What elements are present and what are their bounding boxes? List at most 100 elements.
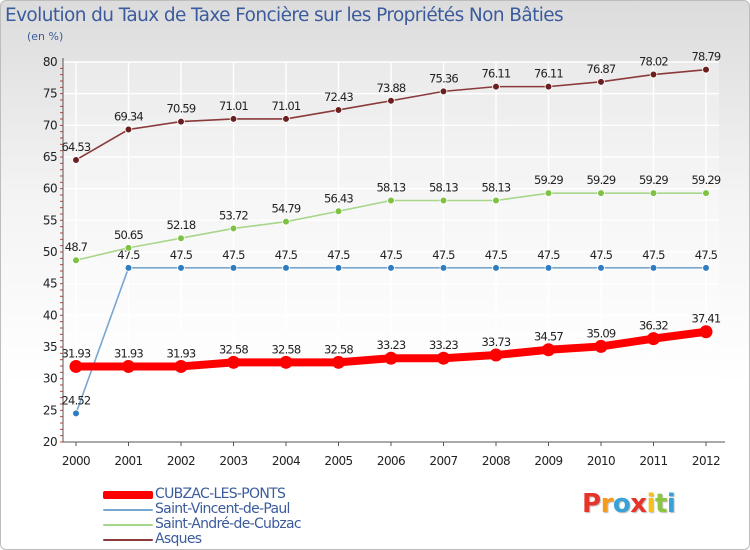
y-tick-label: 75 xyxy=(43,87,57,101)
legend-label: Saint-Vincent-de-Paul xyxy=(155,501,290,517)
x-tick-label: 2006 xyxy=(377,454,405,468)
y-tick-label: 70 xyxy=(43,118,57,132)
proxiti-logo: Proxiti xyxy=(582,489,676,519)
logo-letter: x xyxy=(630,489,647,519)
data-label: 52.18 xyxy=(167,218,196,232)
data-label: 48.7 xyxy=(65,240,88,254)
data-label: 71.01 xyxy=(272,99,301,113)
x-tick-label: 2003 xyxy=(219,454,247,468)
data-label: 69.34 xyxy=(114,110,143,124)
data-point xyxy=(282,115,290,123)
data-label: 78.02 xyxy=(639,55,668,69)
data-label: 47.5 xyxy=(537,248,560,262)
y-tick-label: 45 xyxy=(43,277,57,291)
legend-swatch xyxy=(103,524,153,526)
logo-letter: i xyxy=(666,489,676,519)
legend-swatch xyxy=(103,539,153,541)
data-point xyxy=(649,70,658,79)
data-point xyxy=(489,348,503,362)
data-label: 75.36 xyxy=(429,71,458,85)
data-point xyxy=(492,196,500,205)
data-label: 33.73 xyxy=(482,335,511,349)
data-point xyxy=(282,217,290,226)
legend-swatch xyxy=(103,491,153,499)
data-point xyxy=(177,117,185,126)
data-point xyxy=(649,189,658,197)
data-point xyxy=(492,264,500,272)
data-label: 32.58 xyxy=(324,342,353,356)
data-label: 76.87 xyxy=(587,62,616,76)
series-saint-vincent-de-paul: 24.52 47.5 47.5 47.5 47.5 47.5 47.5 47.5 47.5 47.… xyxy=(62,248,718,418)
data-label: 59.29 xyxy=(587,173,616,187)
legend-label: CUBZAC-LES-PONTS xyxy=(155,486,286,502)
data-label: 73.88 xyxy=(377,81,406,95)
data-label: 47.5 xyxy=(222,248,245,262)
chart-title: Evolution du Taux de Taxe Foncière sur l… xyxy=(5,5,564,26)
data-label: 76.11 xyxy=(534,67,563,81)
data-point xyxy=(384,351,398,365)
y-tick-label: 50 xyxy=(43,245,57,259)
x-tick-label: 2001 xyxy=(114,454,142,468)
data-point xyxy=(437,351,450,365)
data-label: 31.93 xyxy=(114,346,143,360)
data-point xyxy=(387,264,395,272)
data-point xyxy=(69,359,83,373)
data-point xyxy=(229,115,238,123)
data-point xyxy=(439,196,448,205)
data-label: 47.5 xyxy=(170,248,193,262)
logo-letter: i xyxy=(646,489,656,519)
data-point xyxy=(279,355,293,369)
data-point xyxy=(542,343,555,357)
data-label: 24.52 xyxy=(62,393,91,407)
data-label: 31.93 xyxy=(167,346,196,360)
x-tick-label: 2008 xyxy=(482,454,510,468)
data-label: 59.29 xyxy=(692,173,721,187)
data-label: 54.79 xyxy=(272,202,301,216)
y-tick-label: 35 xyxy=(43,340,57,354)
data-label: 32.58 xyxy=(219,342,248,356)
data-label: 76.11 xyxy=(482,67,511,81)
x-tick-label: 2000 xyxy=(62,454,90,468)
data-point xyxy=(124,264,133,272)
logo-letter: o xyxy=(612,489,631,519)
data-point xyxy=(174,359,188,373)
data-point xyxy=(649,264,658,272)
data-point xyxy=(544,82,553,91)
data-point xyxy=(229,224,238,233)
x-tick-label: 2011 xyxy=(639,454,667,468)
data-point xyxy=(597,78,605,86)
y-axis-unit: (en %) xyxy=(27,30,64,43)
data-point xyxy=(72,156,80,164)
data-point xyxy=(334,207,343,216)
series-saint-andr-de-cubzac: 48.7 50.65 52.18 53.72 54.79 56.43 58.13 58.13 5… xyxy=(65,173,722,265)
data-label: 47.5 xyxy=(117,248,140,262)
x-tick-label: 2004 xyxy=(272,454,300,468)
x-tick-label: 2005 xyxy=(324,454,352,468)
data-label: 35.09 xyxy=(587,326,616,340)
data-label: 47.5 xyxy=(695,248,718,262)
data-point xyxy=(597,189,605,197)
data-label: 31.93 xyxy=(62,346,91,360)
y-tick-label: 55 xyxy=(43,213,57,227)
legend-swatch xyxy=(103,509,153,511)
data-point xyxy=(334,106,343,114)
data-point xyxy=(227,355,240,369)
y-tick-label: 20 xyxy=(43,435,57,449)
data-point xyxy=(647,332,660,346)
data-point xyxy=(332,355,345,369)
data-label: 47.5 xyxy=(327,248,350,262)
x-tick-label: 2010 xyxy=(587,454,615,468)
legend-label: Saint-André-de-Cubzac xyxy=(155,516,302,532)
data-label: 47.5 xyxy=(590,248,613,262)
data-point xyxy=(702,65,710,74)
data-label: 64.53 xyxy=(62,140,91,154)
data-label: 32.58 xyxy=(272,342,301,356)
y-tick-label: 25 xyxy=(43,403,57,417)
data-label: 37.41 xyxy=(692,312,721,326)
data-label: 47.5 xyxy=(380,248,403,262)
y-tick-label: 80 xyxy=(43,55,57,69)
data-point xyxy=(439,264,448,272)
data-label: 71.01 xyxy=(219,99,248,113)
